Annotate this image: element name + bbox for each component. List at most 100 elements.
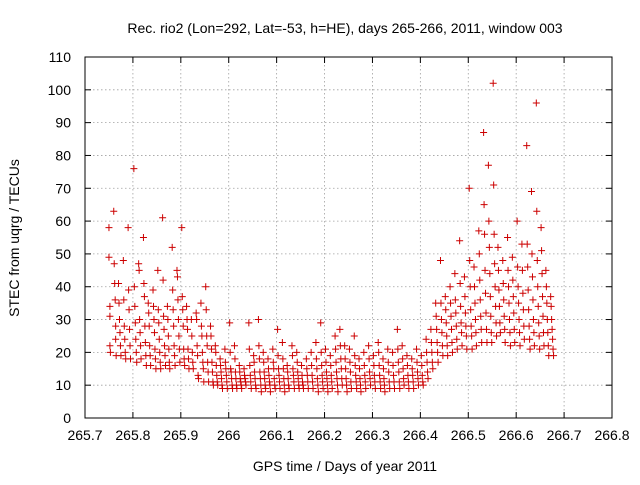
data-point xyxy=(447,299,455,307)
data-point xyxy=(443,332,451,340)
data-point xyxy=(508,253,516,261)
data-point xyxy=(130,165,138,173)
data-point xyxy=(528,188,536,196)
data-point xyxy=(293,348,301,356)
data-point xyxy=(399,355,407,363)
data-point xyxy=(266,388,274,396)
data-point xyxy=(443,342,451,350)
data-point xyxy=(361,371,369,379)
data-point xyxy=(533,207,541,215)
data-point xyxy=(529,316,537,324)
data-point xyxy=(548,325,556,333)
data-points xyxy=(105,79,558,396)
data-point xyxy=(262,384,270,392)
data-point xyxy=(442,319,450,327)
data-point xyxy=(493,332,501,340)
data-point xyxy=(539,293,547,301)
data-point xyxy=(195,375,203,383)
data-point xyxy=(403,361,411,369)
data-point xyxy=(332,358,340,366)
data-point xyxy=(524,263,532,271)
data-point xyxy=(181,361,189,369)
data-point xyxy=(174,296,182,304)
data-point xyxy=(106,342,114,350)
data-point xyxy=(255,342,263,350)
data-point xyxy=(250,352,258,360)
data-point xyxy=(548,316,556,324)
data-point xyxy=(504,266,512,274)
data-point xyxy=(409,371,417,379)
data-point xyxy=(131,302,139,310)
data-point xyxy=(170,342,178,350)
data-point xyxy=(155,319,163,327)
data-point xyxy=(312,339,320,347)
data-point xyxy=(150,329,158,337)
data-point xyxy=(139,234,147,241)
data-point xyxy=(188,348,196,356)
data-point xyxy=(141,339,149,347)
data-point xyxy=(140,293,148,301)
data-point xyxy=(505,299,513,307)
data-point xyxy=(476,296,484,304)
data-point xyxy=(528,273,536,281)
data-point xyxy=(283,361,291,369)
data-point xyxy=(202,283,210,291)
data-point xyxy=(366,368,374,376)
data-point xyxy=(367,381,375,389)
data-point xyxy=(136,316,144,324)
data-point xyxy=(146,352,154,360)
data-point xyxy=(491,283,499,291)
data-point xyxy=(131,319,139,327)
x-tick-label: 266.4 xyxy=(403,427,438,443)
data-point xyxy=(126,342,134,350)
data-point xyxy=(408,355,416,363)
data-point xyxy=(518,266,526,274)
data-point xyxy=(360,348,368,356)
data-point xyxy=(333,368,341,376)
axes xyxy=(84,56,613,419)
data-point xyxy=(465,184,473,192)
data-point xyxy=(485,217,493,225)
data-point xyxy=(346,368,354,376)
data-point xyxy=(213,371,221,379)
data-point xyxy=(115,299,123,307)
plot-frame xyxy=(84,56,613,419)
data-point xyxy=(365,342,373,350)
data-point xyxy=(156,358,164,366)
data-point xyxy=(124,224,132,232)
data-point xyxy=(156,348,164,356)
data-point xyxy=(328,378,336,386)
data-point xyxy=(276,378,284,386)
data-point xyxy=(410,384,418,392)
data-point xyxy=(175,332,183,340)
data-point xyxy=(171,361,179,369)
data-point xyxy=(121,335,129,343)
data-point xyxy=(375,348,383,356)
data-point xyxy=(351,361,359,369)
data-point xyxy=(144,299,152,307)
data-point xyxy=(246,361,254,369)
data-point xyxy=(133,358,141,366)
data-point xyxy=(336,325,344,333)
data-point xyxy=(515,299,523,307)
data-point xyxy=(217,361,225,369)
data-point xyxy=(434,348,442,356)
data-point xyxy=(501,325,509,333)
data-point xyxy=(322,345,330,353)
data-point xyxy=(523,142,531,150)
data-point xyxy=(400,381,408,389)
data-point xyxy=(346,358,354,366)
data-point xyxy=(356,375,364,383)
data-point xyxy=(471,283,479,291)
data-point xyxy=(351,352,359,360)
data-point xyxy=(207,332,215,340)
data-point xyxy=(242,381,250,389)
data-point xyxy=(308,361,316,369)
data-point xyxy=(150,316,158,324)
data-point xyxy=(184,355,192,363)
data-point xyxy=(166,365,174,373)
data-point xyxy=(528,250,536,258)
data-point xyxy=(157,365,165,373)
data-point xyxy=(324,388,332,396)
data-point xyxy=(260,368,268,376)
